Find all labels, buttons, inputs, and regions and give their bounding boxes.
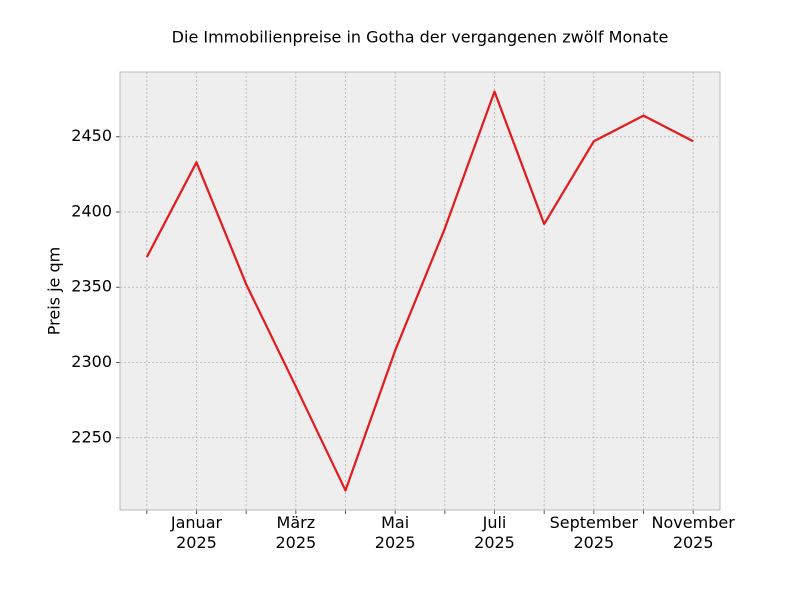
y-tick-label: 2400 xyxy=(71,201,112,220)
x-tick-label: Mai 2025 xyxy=(374,513,416,552)
x-tick-label: Januar 2025 xyxy=(170,513,223,552)
y-tick-label: 2250 xyxy=(71,427,112,446)
y-tick-label: 2350 xyxy=(71,277,112,296)
x-tick-label: September 2025 xyxy=(549,513,639,552)
x-tick-label: Juli 2025 xyxy=(474,513,515,552)
y-tick-label: 2450 xyxy=(71,126,112,145)
data-line xyxy=(145,90,694,492)
chart-title: Die Immobilienpreise in Gotha der vergan… xyxy=(172,28,669,47)
x-tick-label: März 2025 xyxy=(275,513,317,552)
y-tick-label: 2300 xyxy=(71,352,112,371)
y-axis-label: Preis je qm xyxy=(45,247,64,335)
x-tick-label: November 2025 xyxy=(651,513,735,552)
plot-border xyxy=(119,71,721,511)
